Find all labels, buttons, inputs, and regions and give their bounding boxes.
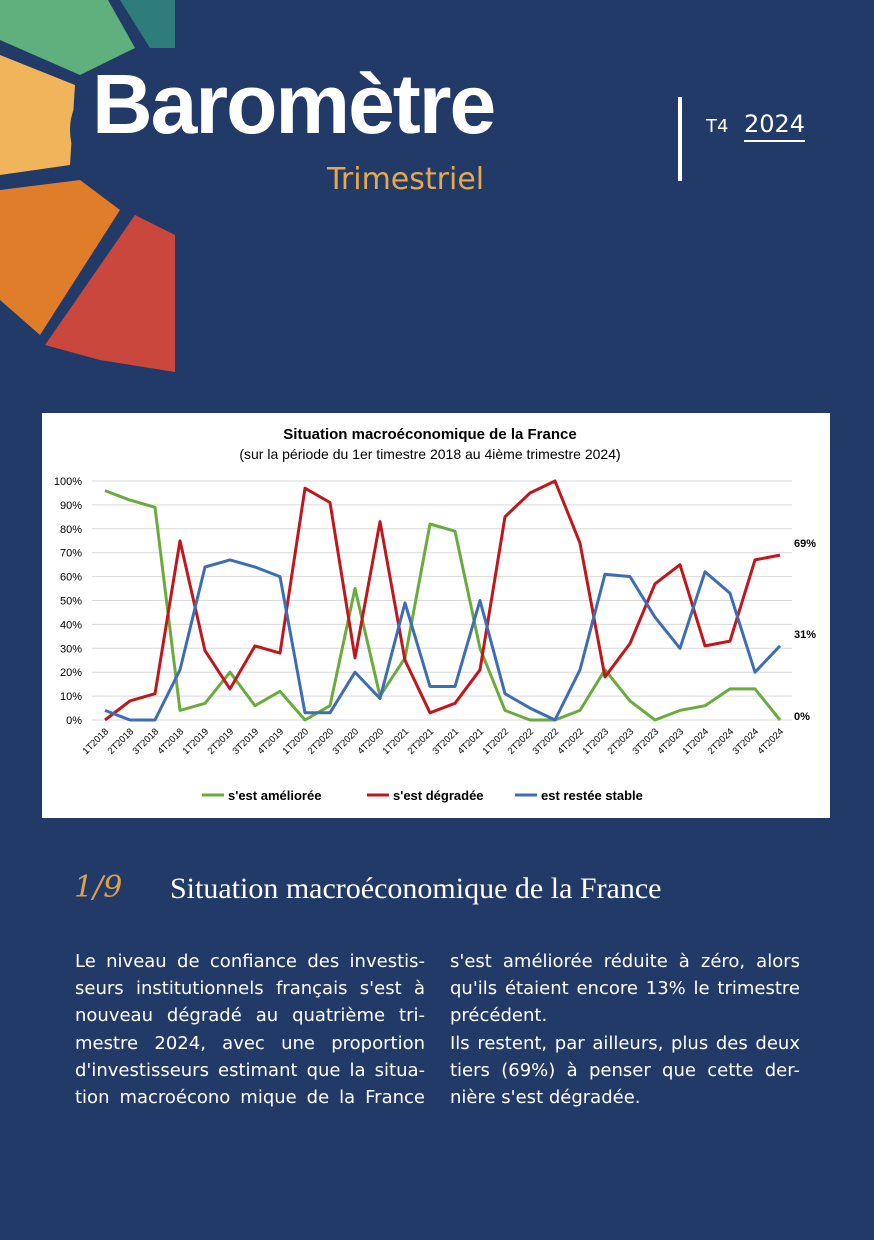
x-tick-label: 2T2019 (206, 726, 237, 757)
x-tick-label: 1T2021 (381, 726, 412, 757)
title: Baromètre (92, 57, 496, 151)
x-tick-label: 2T2024 (706, 726, 737, 757)
x-tick-label: 1T2023 (581, 726, 612, 757)
x-tick-label: 4T2022 (556, 726, 587, 757)
y-tick-label: 0% (66, 715, 82, 727)
text-line: tion macroécono mique de la France (75, 1087, 425, 1109)
data-label: 31% (794, 629, 816, 641)
text-line: seurs institutionnels français s'est à (75, 978, 425, 1000)
legend-label: s'est améliorée (228, 788, 321, 803)
quarter: T4 (706, 116, 729, 137)
text-line: Le niveau de confiance des investis- (75, 951, 425, 972)
x-tick-label: 3T2019 (231, 726, 262, 757)
y-tick-label: 60% (60, 572, 82, 584)
y-tick-label: 20% (60, 667, 82, 679)
x-tick-label: 3T2023 (631, 726, 662, 757)
subtitle: Trimestriel (327, 162, 485, 197)
x-tick-label: 1T2019 (181, 726, 212, 757)
x-tick-label: 1T2022 (481, 726, 512, 757)
x-tick-label: 4T2023 (656, 726, 687, 757)
y-tick-label: 80% (60, 524, 82, 536)
x-tick-label: 3T2024 (731, 726, 762, 757)
x-tick-label: 4T2019 (256, 726, 287, 757)
legend-label: s'est dégradée (393, 788, 484, 803)
x-tick-label: 3T2021 (431, 726, 462, 757)
x-tick-label: 4T2024 (756, 726, 787, 757)
text-column: s'est améliorée réduite à zéro, alors qu'… (450, 948, 800, 1111)
x-tick-label: 1T2020 (281, 726, 312, 757)
y-tick-label: 100% (54, 476, 82, 488)
decor-petals (0, 0, 270, 372)
x-tick-label: 1T2024 (681, 726, 712, 757)
data-label: 0% (794, 711, 810, 723)
legend-label: est restée stable (541, 788, 643, 803)
y-tick-label: 30% (60, 643, 82, 655)
x-tick-label: 4T2018 (156, 726, 187, 757)
data-line (104, 558, 782, 722)
text-line: s'est améliorée réduite à zéro, alors (450, 951, 800, 972)
x-tick-label: 3T2022 (531, 726, 562, 757)
x-tick-label: 2T2021 (406, 726, 437, 757)
data-line (104, 479, 781, 722)
y-tick-label: 70% (60, 548, 82, 560)
x-tick-label: 3T2018 (131, 726, 162, 757)
section-title: Situation macroéconomique de la France (170, 872, 662, 905)
x-tick-label: 4T2021 (456, 726, 487, 757)
chart-subtitle: (sur la période du 1er timestre 2018 au … (239, 446, 620, 462)
text-line: précédent. (450, 1005, 548, 1027)
chart-title: Situation macroéconomique de la France (283, 426, 576, 443)
y-tick-label: 50% (60, 596, 82, 608)
divider (678, 97, 682, 181)
y-tick-label: 40% (60, 619, 82, 631)
x-tick-label: 4T2020 (356, 726, 387, 757)
data-line (104, 489, 782, 722)
text-line: d'investisseurs estimant que la situa- (75, 1059, 425, 1081)
text-line: tiers (69%) à penser que cette der- (450, 1059, 800, 1081)
x-tick-label: 2T2018 (106, 726, 137, 757)
text-line: nière s'est dégradée. (450, 1087, 641, 1109)
text-line: Ils restent, par ailleurs, plus des deux (450, 1032, 800, 1054)
y-tick-label: 90% (60, 500, 82, 512)
x-tick-label: 2T2023 (606, 726, 637, 757)
text-line: mestre 2024, avec une proportion (75, 1032, 425, 1054)
section-number: 1/9 (74, 870, 123, 905)
year: 2024 (744, 110, 806, 142)
text-column: Le niveau de confiance des investis-seur… (75, 948, 425, 1111)
x-tick-label: 2T2022 (506, 726, 537, 757)
y-tick-label: 10% (60, 691, 82, 703)
text-line: qu'ils étaient encore 13% le trimestre (450, 978, 800, 1000)
x-tick-label: 2T2020 (306, 726, 337, 757)
x-tick-label: 3T2020 (331, 726, 362, 757)
x-tick-label: 1T2018 (81, 726, 112, 757)
chart: Situation macroéconomique de la France (… (42, 413, 830, 818)
text-line: nouveau dégradé au quatrième tri- (75, 1005, 425, 1027)
data-label: 69% (794, 538, 816, 550)
